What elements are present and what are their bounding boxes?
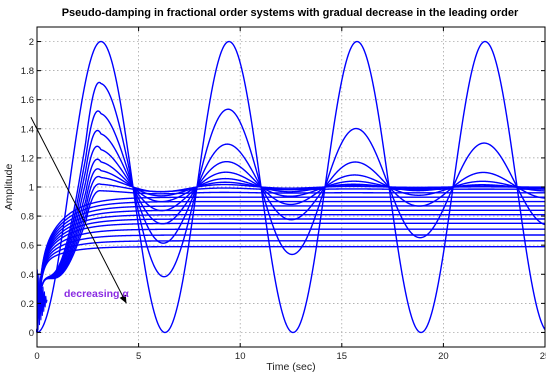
y-tick-label: 0 [29, 328, 34, 339]
series-line [36, 228, 545, 333]
series-line [36, 245, 545, 333]
series-line [36, 209, 545, 333]
series-line-initial-transient [36, 269, 48, 331]
series-line [36, 218, 545, 333]
x-tick-label: 25 [540, 351, 546, 362]
y-tick-label: 1.6 [21, 95, 34, 106]
series-line [36, 205, 545, 333]
annotation-arrowhead [119, 294, 127, 304]
series-line [36, 222, 545, 333]
annotation-label: decreasing α [64, 288, 129, 300]
x-tick-label: 15 [337, 351, 348, 362]
chart-title: Pseudo-damping in fractional order syste… [62, 7, 519, 19]
y-tick-label: 2 [29, 37, 34, 48]
series-line [36, 81, 546, 333]
series-line [36, 110, 546, 333]
x-tick-label: 20 [438, 351, 449, 362]
series-line [36, 200, 545, 333]
y-tick-label: 1 [29, 183, 34, 194]
series-line [36, 234, 545, 333]
y-axis-label: Amplitude [3, 164, 15, 211]
axis-ticks: 0 5 10 15 20 25 0 0.2 0.4 0.6 0.8 1 1.2 1.4 1.6 1.8 2 [21, 27, 546, 362]
series-line [36, 190, 545, 333]
y-tick-label: 0.6 [21, 241, 34, 252]
y-tick-label: 1.8 [21, 66, 34, 77]
x-tick-label: 0 [34, 351, 39, 362]
annotation: decreasing α [30, 116, 129, 304]
x-tick-label: 5 [136, 351, 141, 362]
y-tick-label: 1.4 [21, 124, 34, 135]
series-line [36, 40, 546, 334]
series-line [36, 240, 545, 333]
series-line [36, 175, 545, 333]
series-line [36, 196, 545, 333]
series-line [36, 213, 545, 333]
y-tick-label: 0.8 [21, 212, 34, 223]
y-tick-label: 1.2 [21, 153, 34, 164]
y-tick-label: 0.2 [21, 299, 34, 310]
annotation-arrow [30, 116, 127, 304]
x-tick-label: 10 [235, 351, 246, 362]
series-line [36, 129, 545, 333]
y-tick-label: 0.4 [21, 270, 34, 281]
series-line [36, 183, 545, 333]
series-lines [36, 40, 546, 334]
x-axis-label: Time (sec) [266, 361, 315, 373]
